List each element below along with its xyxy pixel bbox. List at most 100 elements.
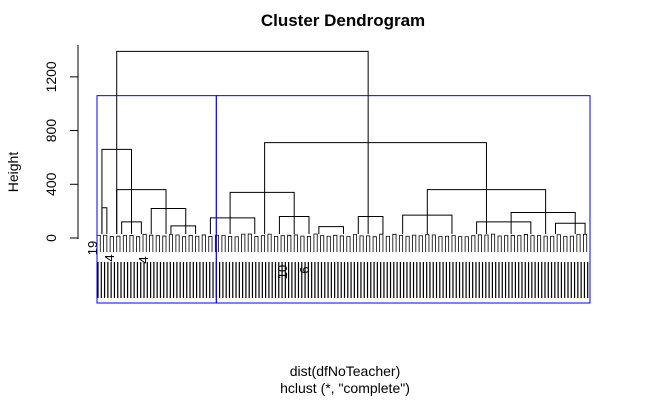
leaf-label: 10 (275, 265, 290, 279)
leaf-merge (103, 234, 108, 252)
leaf-merge (142, 233, 147, 252)
dendrogram-merge (101, 148, 133, 234)
leaf-merge (175, 234, 180, 252)
leaf-merge (491, 233, 496, 252)
leaf-merge (431, 234, 436, 252)
leaf-label-cluster: 194 410 6 (85, 241, 589, 298)
leaf-merge (497, 235, 502, 252)
leaf-merge (109, 236, 114, 252)
leaf-merge (333, 234, 338, 252)
leaf-merge (195, 235, 200, 252)
leaf-merge (385, 235, 390, 252)
y-axis-label: Height (5, 152, 21, 193)
leaf-label: 6 (297, 266, 312, 273)
dendrogram-merge (318, 226, 344, 234)
leaf-merge (254, 236, 259, 252)
x-axis-label: dist(dfNoTeacher) (290, 363, 401, 379)
leaf-merge (477, 234, 482, 252)
leaf-merge (379, 233, 384, 252)
leaf-merge (188, 235, 193, 252)
leaf-merge (569, 235, 574, 252)
leaf-merge (241, 233, 246, 252)
leaf-merge (563, 236, 568, 252)
leaf-merge (247, 233, 252, 252)
leaf-merge (523, 234, 528, 252)
leaf-merge (320, 235, 325, 252)
leaf-merge (155, 235, 160, 252)
dendrogram-merge (264, 142, 487, 234)
y-tick-label: 400 (43, 172, 59, 196)
dendrogram-tree (101, 50, 586, 234)
leaf-merge (359, 235, 364, 252)
leaf-merge (306, 236, 312, 252)
leaf-merge (392, 233, 397, 252)
leaf-merge (201, 234, 206, 252)
dendrogram-merge (150, 207, 187, 234)
y-axis: 0 400 800 1200 (43, 45, 79, 242)
chart-title: Cluster Dendrogram (261, 11, 425, 30)
leaf-merge (425, 234, 430, 252)
leaf-merge (517, 235, 522, 252)
leaf-merge (418, 235, 423, 252)
y-tick-label: 1200 (43, 61, 59, 92)
leaf-merge (129, 235, 134, 252)
leaf-merge (300, 235, 305, 252)
leaf-merge (267, 233, 272, 252)
cluster-box (215, 95, 591, 304)
dendrogram-merge (116, 189, 167, 234)
leaf-label: 19 (85, 241, 100, 255)
leaf-merge (372, 236, 377, 252)
method-sublabel: hclust (*, "complete") (280, 380, 410, 396)
leaf-merge (122, 235, 127, 252)
leaf-merge (208, 236, 213, 252)
leaf-merge (543, 235, 548, 252)
leaf-merge (280, 235, 285, 252)
dendrogram-merge (476, 221, 532, 234)
dendrogram-merge (426, 189, 547, 234)
leaf-merge (287, 234, 292, 252)
dendrogram-merge (402, 214, 453, 234)
leaf-merge (260, 235, 266, 252)
dendrogram-merge (170, 225, 197, 234)
leaf-merge (537, 235, 542, 252)
leaf-label: 4 (136, 256, 151, 263)
leaf-merge (438, 236, 443, 252)
leaf-merge (458, 236, 463, 252)
dendrogram-merge (554, 222, 586, 234)
dendrogram-leaves (96, 233, 588, 252)
leaf-merge (313, 233, 318, 252)
leaf-merge (484, 234, 489, 252)
leaf-merge (352, 234, 358, 252)
leaf-merge (412, 234, 417, 252)
y-tick-label: 800 (43, 119, 59, 143)
dendrogram-merge (229, 191, 295, 234)
leaf-merge (504, 235, 509, 252)
dendrogram-merge (357, 216, 384, 234)
leaf-merge (326, 235, 331, 252)
dendrogram-merge (121, 221, 142, 234)
leaf-merge (214, 234, 220, 252)
leaf-merge (339, 235, 344, 252)
leaf-merge (228, 236, 233, 252)
dendrogram-merge (209, 217, 256, 234)
leaf-merge (274, 235, 279, 252)
leaf-merge (221, 235, 226, 252)
leaf-merge (464, 236, 469, 252)
leaf-merge (405, 235, 410, 252)
dendrogram-merge (101, 207, 108, 234)
leaf-merge (116, 235, 121, 252)
leaf-merge (398, 235, 404, 252)
leaf-label: 4 (102, 254, 117, 261)
leaf-merge (149, 234, 154, 252)
leaf-merge (583, 233, 588, 252)
leaf-merge (444, 235, 450, 252)
leaf-merge (346, 236, 351, 252)
leaf-merge (293, 234, 298, 252)
y-tick-label: 0 (43, 234, 59, 242)
leaf-merge (162, 235, 167, 252)
leaf-merge (136, 236, 141, 252)
leaf-merge (168, 234, 173, 252)
leaf-merge (451, 235, 456, 252)
leaf-merge (234, 236, 239, 252)
